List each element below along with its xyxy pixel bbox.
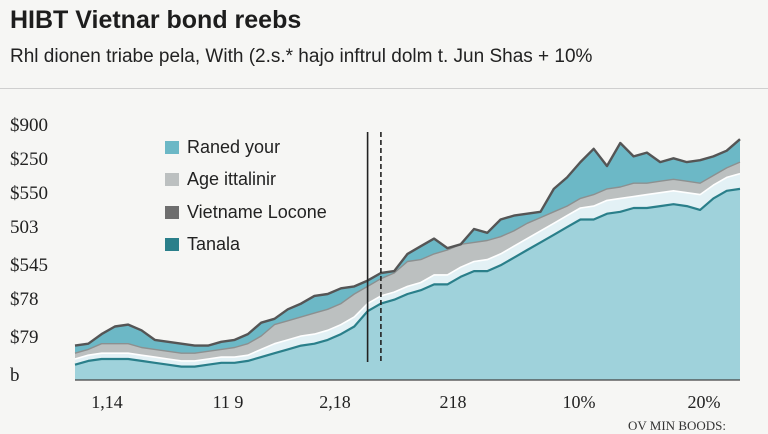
legend-item: Raned your (165, 131, 327, 164)
chart-legend: Raned your Age ittalinir Vietname Locone Ta… (165, 131, 327, 261)
x-tick-label: 218 (439, 392, 467, 412)
chart-subtitle: Rhl dionen triabe pela, With (2.s.* hajo… (10, 46, 593, 67)
y-tick-label: $550 (10, 183, 48, 204)
series-line-raned-your (74, 138, 741, 347)
x-tick-label: 20% (687, 392, 721, 412)
x-tick-label: 11 9 (212, 392, 244, 412)
y-tick-label: $900 (10, 115, 48, 136)
legend-swatch (165, 140, 179, 154)
x-tick-label: 2,18 (319, 392, 351, 412)
series-area-tanala (75, 188, 740, 380)
legend-swatch (165, 238, 179, 252)
y-tick-label: $79 (10, 327, 39, 348)
legend-swatch (165, 205, 179, 219)
legend-item: Tanala (165, 229, 327, 262)
y-tick-label: $78 (10, 289, 39, 310)
chart-footnote: OV MIN BOODS: (628, 418, 726, 433)
x-tick-label: 1,14 (91, 392, 123, 412)
series-line-tanala (74, 187, 741, 368)
legend-item: Vietname Locone (165, 196, 327, 229)
series-line-vietname-locone (74, 172, 741, 362)
y-tick-label: 503 (10, 217, 39, 238)
legend-label: Age ittalinir (187, 169, 277, 190)
chart-title: HIBT Vietnar bond reebs (10, 6, 302, 34)
legend-swatch (165, 173, 179, 187)
y-tick-label: b (10, 365, 20, 386)
legend-label: Raned your (187, 136, 281, 157)
x-tick-label: 10% (562, 392, 596, 412)
y-tick-label: $250 (10, 149, 48, 170)
legend-label: Vietname Locone (187, 201, 327, 222)
legend-label: Tanala (187, 234, 241, 255)
series-line-age-ittalinir (74, 161, 741, 354)
legend-item: Age ittalinir (165, 164, 327, 197)
y-tick-label: $545 (10, 255, 48, 276)
header-divider (0, 88, 768, 89)
